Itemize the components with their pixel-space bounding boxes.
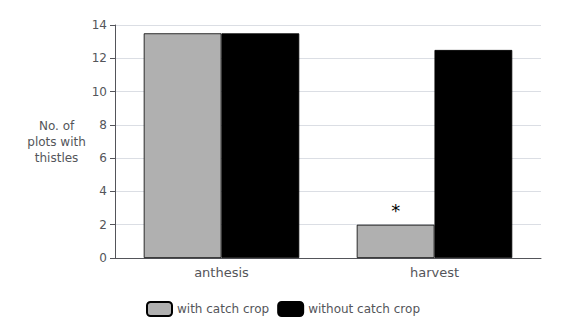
- svg-text:harvest: harvest: [410, 265, 459, 280]
- svg-text:*: *: [391, 200, 400, 221]
- svg-text:6: 6: [99, 151, 107, 165]
- svg-text:4: 4: [99, 184, 107, 198]
- svg-text:plots with: plots with: [27, 135, 86, 149]
- svg-text:12: 12: [92, 51, 107, 65]
- svg-text:0: 0: [99, 251, 107, 265]
- svg-text:anthesis: anthesis: [194, 265, 249, 280]
- svg-text:thistles: thistles: [35, 151, 79, 165]
- svg-text:without catch crop: without catch crop: [308, 302, 420, 316]
- svg-text:14: 14: [92, 18, 107, 32]
- svg-text:8: 8: [99, 118, 107, 132]
- svg-text:2: 2: [99, 218, 107, 232]
- svg-text:10: 10: [92, 85, 107, 99]
- svg-text:with catch crop: with catch crop: [177, 302, 269, 316]
- svg-text:No. of: No. of: [39, 119, 75, 133]
